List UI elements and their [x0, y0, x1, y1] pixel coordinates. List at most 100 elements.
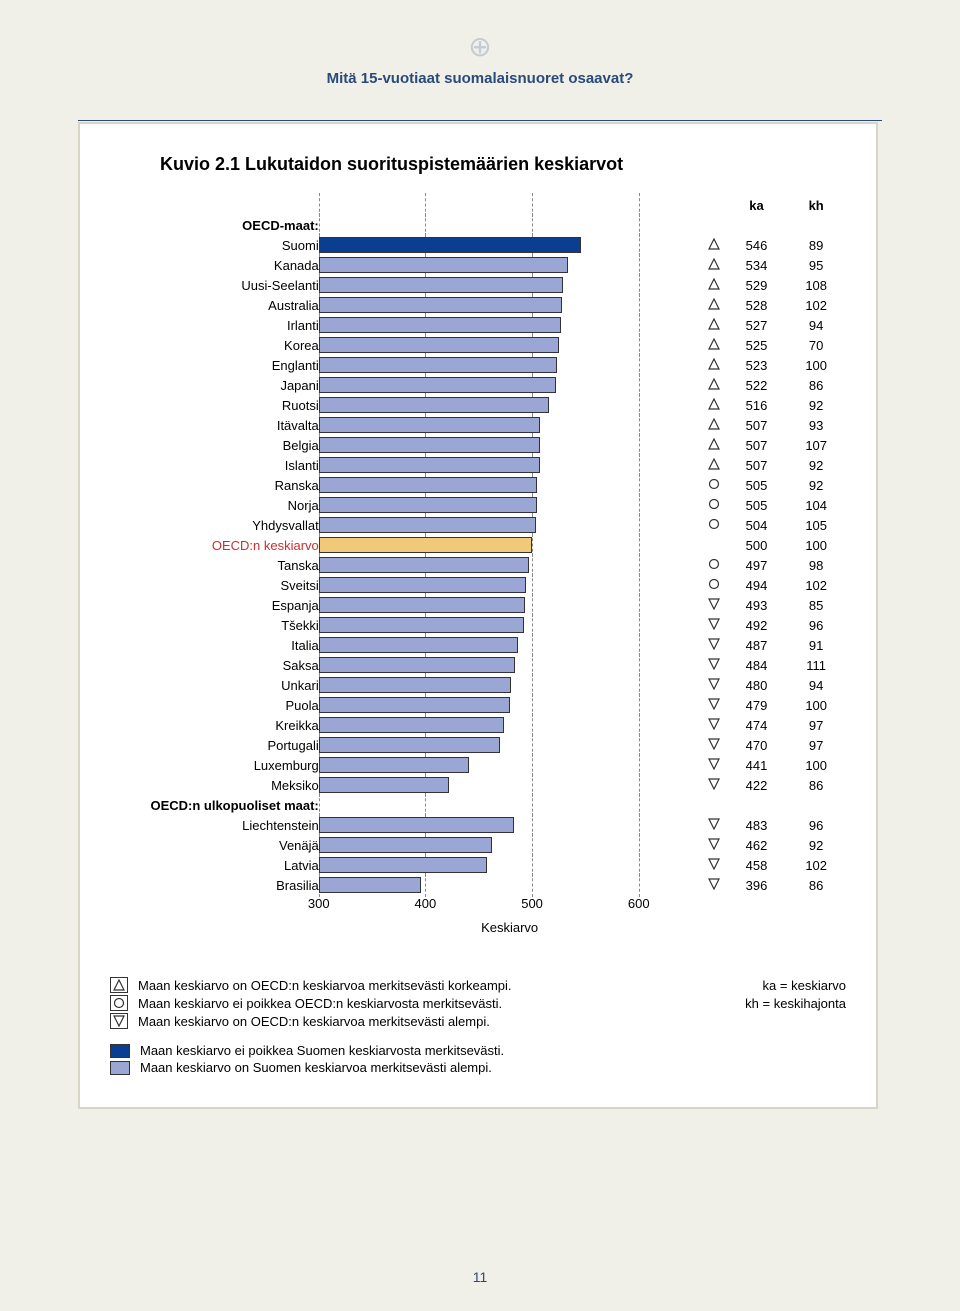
row-label: Yhdysvallat — [110, 515, 319, 535]
row-bar-cell — [319, 475, 701, 495]
chart-row: Portugali 470 97 — [110, 735, 846, 755]
row-ka: 484 — [727, 655, 787, 675]
row-kh: 96 — [786, 615, 846, 635]
row-kh: 102 — [786, 295, 846, 315]
row-ka: 546 — [727, 235, 787, 255]
row-ka: 528 — [727, 295, 787, 315]
chart-header-row: ka kh — [110, 195, 846, 215]
row-symbol — [700, 875, 726, 895]
row-label: Venäjä — [110, 835, 319, 855]
row-bar-cell — [319, 415, 701, 435]
row-label: Kreikka — [110, 715, 319, 735]
row-label: Tanska — [110, 555, 319, 575]
chart-row: Australia 528 102 — [110, 295, 846, 315]
row-kh: 92 — [786, 835, 846, 855]
row-ka: 516 — [727, 395, 787, 415]
row-label: Luxemburg — [110, 755, 319, 775]
row-bar-cell — [319, 775, 701, 795]
row-kh: 93 — [786, 415, 846, 435]
row-kh: 97 — [786, 735, 846, 755]
chart-row: Yhdysvallat 504 105 — [110, 515, 846, 535]
row-symbol — [700, 575, 726, 595]
row-kh: 94 — [786, 675, 846, 695]
row-label: Islanti — [110, 455, 319, 475]
row-bar-cell — [319, 275, 701, 295]
row-symbol — [700, 775, 726, 795]
row-symbol — [700, 455, 726, 475]
legend-kh-expl: kh = keskihajonta — [715, 996, 846, 1011]
row-ka: 504 — [727, 515, 787, 535]
row-kh: 104 — [786, 495, 846, 515]
row-label: Australia — [110, 295, 319, 315]
chart-row: Venäjä 462 92 — [110, 835, 846, 855]
row-symbol — [700, 475, 726, 495]
chart-row: Uusi-Seelanti 529 108 — [110, 275, 846, 295]
chart-row: Puola 479 100 — [110, 695, 846, 715]
row-kh: 94 — [786, 315, 846, 335]
chart-row: Saksa 484 111 — [110, 655, 846, 675]
row-bar — [319, 657, 515, 673]
row-label: Suomi — [110, 235, 319, 255]
row-bar-cell — [319, 315, 701, 335]
chart-row: OECD:n keskiarvo 500 100 — [110, 535, 846, 555]
row-bar — [319, 417, 540, 433]
row-symbol — [700, 495, 726, 515]
row-kh: 96 — [786, 815, 846, 835]
row-symbol — [700, 515, 726, 535]
row-symbol — [700, 395, 726, 415]
row-bar — [319, 877, 421, 893]
row-ka: 487 — [727, 635, 787, 655]
row-bar — [319, 317, 561, 333]
row-bar-cell — [319, 615, 701, 635]
page: ⊕ Mitä 15-vuotiaat suomalaisnuoret osaav… — [0, 0, 960, 1311]
row-label: Norja — [110, 495, 319, 515]
row-label: Kanada — [110, 255, 319, 275]
row-kh: 100 — [786, 535, 846, 555]
row-kh: 92 — [786, 455, 846, 475]
section-row: OECD:n ulkopuoliset maat: — [110, 795, 846, 815]
row-symbol — [700, 535, 726, 555]
row-kh: 100 — [786, 755, 846, 775]
row-symbol — [700, 435, 726, 455]
row-ka: 505 — [727, 475, 787, 495]
chart-row: Espanja 493 85 — [110, 595, 846, 615]
row-bar — [319, 497, 538, 513]
row-symbol — [700, 655, 726, 675]
row-ka: 525 — [727, 335, 787, 355]
row-kh: 91 — [786, 635, 846, 655]
row-label: Irlanti — [110, 315, 319, 335]
row-kh: 92 — [786, 475, 846, 495]
row-kh: 97 — [786, 715, 846, 735]
chart-row: Luxemburg 441 100 — [110, 755, 846, 775]
row-symbol — [700, 755, 726, 775]
row-bar — [319, 537, 532, 553]
row-symbol — [700, 675, 726, 695]
legend: Maan keskiarvo on OECD:n keskiarvoa merk… — [110, 977, 846, 1075]
row-bar — [319, 617, 524, 633]
chart-row: Sveitsi 494 102 — [110, 575, 846, 595]
chart-row: Kanada 534 95 — [110, 255, 846, 275]
chart-row: Ranska 505 92 — [110, 475, 846, 495]
chart-row: Norja 505 104 — [110, 495, 846, 515]
row-symbol — [700, 235, 726, 255]
chart-row: Korea 525 70 — [110, 335, 846, 355]
row-bar-cell — [319, 395, 701, 415]
row-label: Meksiko — [110, 775, 319, 795]
page-subtitle: Mitä 15-vuotiaat suomalaisnuoret osaavat… — [327, 70, 634, 87]
row-label: Uusi-Seelanti — [110, 275, 319, 295]
chart-row: Brasilia 396 86 — [110, 875, 846, 895]
triangle-down-icon — [110, 1013, 128, 1029]
row-ka: 441 — [727, 755, 787, 775]
row-bar-cell — [319, 635, 701, 655]
legend-row-same: Maan keskiarvo ei poikkea OECD:n keskiar… — [110, 995, 846, 1011]
row-label: Liechtenstein — [110, 815, 319, 835]
chart-row: Liechtenstein 483 96 — [110, 815, 846, 835]
row-kh: 92 — [786, 395, 846, 415]
row-ka: 479 — [727, 695, 787, 715]
swatch-default — [110, 1061, 130, 1075]
axis-title-row: Keskiarvo — [110, 917, 846, 937]
row-kh: 102 — [786, 575, 846, 595]
row-bar — [319, 237, 581, 253]
chart-row: Englanti 523 100 — [110, 355, 846, 375]
row-label: OECD:n keskiarvo — [110, 535, 319, 555]
